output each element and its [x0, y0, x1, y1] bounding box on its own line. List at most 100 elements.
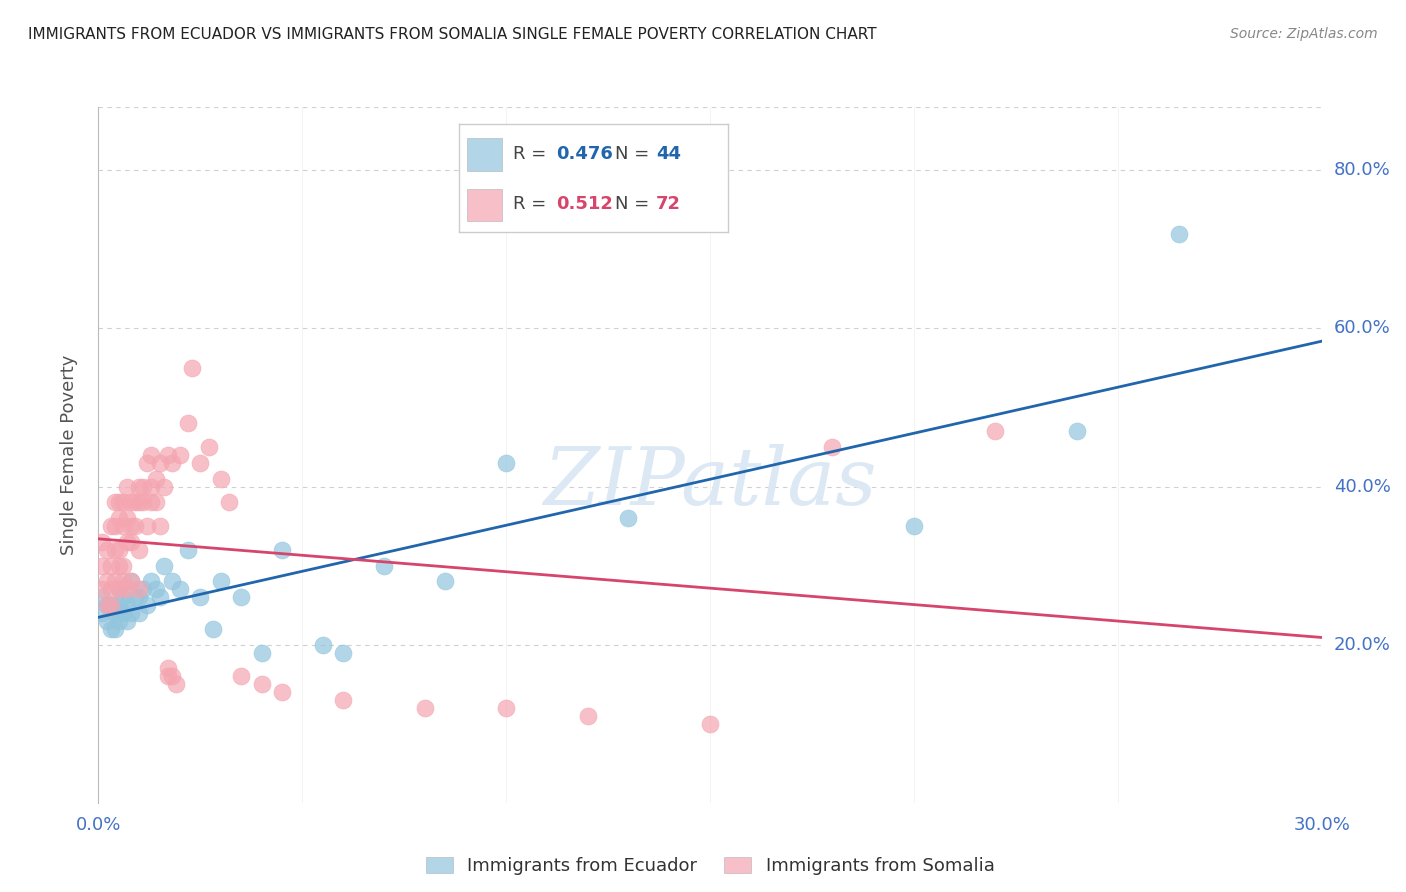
Point — [128, 582, 150, 597]
Point — [108, 542, 131, 557]
Point — [115, 614, 138, 628]
Point — [312, 638, 335, 652]
Text: N =: N = — [616, 195, 655, 213]
Point — [141, 479, 163, 493]
Text: 20.0%: 20.0% — [1334, 636, 1391, 654]
Point — [209, 472, 232, 486]
Point — [141, 495, 163, 509]
Point — [413, 701, 436, 715]
Point — [136, 598, 159, 612]
Point — [91, 606, 114, 620]
Text: 72: 72 — [655, 195, 681, 213]
Point — [120, 519, 142, 533]
Point — [1167, 227, 1189, 241]
Point — [120, 534, 142, 549]
Point — [111, 495, 134, 509]
Point — [181, 360, 204, 375]
Point — [128, 479, 150, 493]
Text: R =: R = — [513, 145, 553, 162]
Point — [903, 519, 925, 533]
Text: ZIPatlas: ZIPatlas — [543, 444, 877, 522]
Point — [250, 646, 273, 660]
Point — [104, 495, 127, 509]
Point — [152, 558, 174, 573]
Point — [111, 591, 134, 605]
Point — [128, 495, 150, 509]
Point — [332, 693, 354, 707]
Point — [132, 582, 155, 597]
Point — [145, 495, 167, 509]
Point — [115, 479, 138, 493]
Point — [149, 519, 172, 533]
Point — [231, 591, 253, 605]
Point — [160, 456, 183, 470]
Point — [128, 606, 150, 620]
Point — [96, 598, 118, 612]
Point — [141, 448, 163, 462]
Point — [108, 558, 131, 573]
Point — [218, 495, 240, 509]
Point — [111, 558, 134, 573]
Point — [108, 598, 131, 612]
Text: 44: 44 — [655, 145, 681, 162]
Point — [104, 574, 127, 589]
Point — [128, 542, 150, 557]
Point — [124, 591, 146, 605]
Point — [156, 448, 179, 462]
Point — [108, 582, 131, 597]
Point — [108, 614, 131, 628]
Point — [91, 558, 114, 573]
Point — [100, 622, 122, 636]
Point — [120, 574, 142, 589]
Point — [124, 519, 146, 533]
Point — [156, 669, 179, 683]
Point — [128, 591, 150, 605]
Point — [145, 582, 167, 597]
Point — [231, 669, 253, 683]
Text: 0.512: 0.512 — [557, 195, 613, 213]
Y-axis label: Single Female Poverty: Single Female Poverty — [59, 355, 77, 555]
Point — [495, 456, 517, 470]
Point — [104, 519, 127, 533]
Point — [108, 582, 131, 597]
Point — [136, 519, 159, 533]
Point — [576, 708, 599, 723]
Point — [495, 701, 517, 715]
Point — [120, 495, 142, 509]
Point — [111, 574, 134, 589]
Point — [169, 582, 191, 597]
Point — [96, 542, 118, 557]
Point — [115, 511, 138, 525]
Point — [124, 495, 146, 509]
Point — [115, 534, 138, 549]
Point — [132, 495, 155, 509]
Text: N =: N = — [616, 145, 655, 162]
Point — [96, 598, 118, 612]
Point — [100, 558, 122, 573]
Point — [270, 542, 294, 557]
Point — [177, 417, 200, 431]
Point — [149, 591, 172, 605]
Point — [332, 646, 354, 660]
Point — [156, 661, 179, 675]
Point — [104, 622, 127, 636]
Text: 0.476: 0.476 — [557, 145, 613, 162]
Point — [188, 456, 212, 470]
Point — [201, 622, 224, 636]
Point — [100, 598, 122, 612]
Point — [115, 598, 138, 612]
Point — [108, 511, 131, 525]
Text: 80.0%: 80.0% — [1334, 161, 1391, 179]
Point — [96, 574, 118, 589]
Point — [111, 519, 134, 533]
Point — [141, 574, 163, 589]
Point — [91, 534, 114, 549]
Point — [270, 685, 294, 699]
Point — [197, 440, 219, 454]
Point — [165, 677, 187, 691]
Legend: Immigrants from Ecuador, Immigrants from Somalia: Immigrants from Ecuador, Immigrants from… — [416, 848, 1004, 884]
Point — [108, 495, 131, 509]
Point — [169, 448, 191, 462]
Point — [115, 582, 138, 597]
Text: R =: R = — [513, 195, 553, 213]
